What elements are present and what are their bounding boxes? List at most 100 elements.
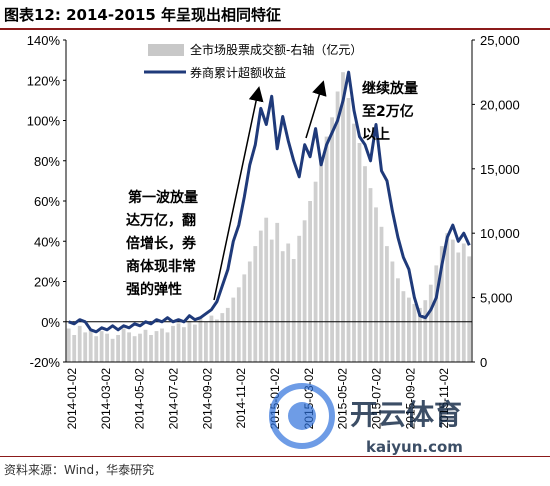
volume-bar: [77, 325, 82, 362]
annotation-1-line-1: 第一波放量: [128, 189, 198, 206]
x-tick-label: 2014-05-02: [133, 368, 147, 430]
x-tick-label: 2015-07-02: [370, 368, 384, 430]
legend-label-volume: 全市场股票成交额-右轴（亿元）: [190, 42, 362, 57]
annotation-1-line-3: 倍增长，券: [126, 235, 197, 252]
right-tick-label: 20,000: [480, 97, 520, 112]
volume-bar: [275, 222, 280, 362]
volume-bar: [308, 201, 312, 362]
left-tick-label: 60%: [34, 194, 60, 209]
volume-bar: [66, 328, 71, 362]
volume-bar: [242, 274, 247, 362]
annotation-1-line-4: 商体现非常: [126, 258, 196, 275]
volume-bar: [220, 313, 225, 362]
volume-bar: [253, 246, 258, 362]
volume-bar: [94, 336, 99, 362]
footer-rule: [0, 456, 550, 457]
volume-bar: [319, 158, 323, 362]
watermark-logo: 开云体育 kaiyun.com: [269, 383, 463, 456]
arrow-second-wave: [305, 80, 327, 139]
right-axis-ticks: 25,000 20,000 15,000 10,000 5,000 0: [472, 33, 520, 370]
right-tick-label: 5,000: [480, 291, 513, 306]
right-tick-label: 15,000: [480, 162, 520, 177]
volume-bar: [291, 259, 296, 362]
left-tick-label: 0%: [41, 315, 60, 330]
volume-bar: [215, 319, 219, 362]
volume-bar: [160, 328, 164, 362]
volume-bar: [434, 265, 439, 362]
annotation-second-wave: 继续放量 至2万亿 以上: [362, 80, 423, 143]
volume-bar: [412, 304, 417, 362]
right-tick-label: 25,000: [480, 33, 520, 48]
chart-title: 图表12: 2014-2015 年呈现出相同特征: [4, 6, 282, 24]
x-tick-label: 2015-05-02: [336, 368, 350, 430]
left-axis-ticks: 140% 120% 100% 80% 60% 40% 20% 0% -20%: [27, 33, 66, 370]
volume-bar: [335, 91, 340, 362]
volume-bar: [407, 297, 411, 362]
x-tick-label: 2014-09-02: [200, 368, 214, 430]
volume-bar: [198, 318, 203, 362]
volume-bar: [72, 335, 77, 362]
volume-bar: [110, 338, 115, 362]
x-tick-label: 2015-09-02: [403, 368, 417, 430]
volume-bar: [423, 300, 428, 362]
volume-bar: [302, 220, 307, 362]
volume-bar: [324, 136, 329, 362]
excess-return-line: [68, 70, 471, 334]
annotation-2-line-3: 以上: [362, 127, 390, 143]
x-tick-label: 2014-03-02: [99, 368, 113, 430]
watermark-en: kaiyun.com: [366, 438, 463, 456]
annotation-2-line-2: 至2万亿: [362, 103, 414, 120]
volume-bar: [116, 335, 120, 362]
right-tick-label: 10,000: [480, 226, 520, 241]
volume-bar: [225, 307, 230, 362]
title-rule: [0, 28, 550, 30]
left-tick-label: 40%: [34, 234, 60, 249]
volume-bar: [143, 329, 148, 362]
volume-bars: [66, 72, 472, 362]
volume-bar: [461, 243, 466, 362]
left-tick-label: -20%: [30, 355, 61, 370]
right-tick-label: 0: [480, 355, 487, 370]
volume-bar: [236, 287, 241, 362]
source-note: 资料来源：Wind，华泰研究: [4, 463, 155, 477]
volume-bar: [149, 335, 153, 362]
volume-bar: [439, 246, 444, 362]
x-tick-label: 2014-07-02: [167, 368, 181, 430]
volume-bar: [313, 181, 318, 362]
volume-bar: [330, 117, 334, 362]
volume-bar: [390, 261, 395, 362]
volume-bar: [154, 331, 159, 362]
left-tick-label: 80%: [34, 154, 60, 169]
left-tick-label: 100%: [27, 114, 61, 129]
volume-bar: [368, 188, 373, 362]
volume-bar: [428, 284, 433, 362]
volume-bar: [363, 166, 367, 362]
volume-bar: [264, 217, 269, 362]
volume-bar: [187, 320, 192, 362]
legend-swatch-volume: [148, 44, 184, 56]
volume-bar: [445, 233, 450, 362]
volume-bar: [418, 307, 422, 362]
volume-bar: [193, 324, 197, 362]
watermark-cn: 开云体育: [350, 398, 462, 431]
volume-bar: [204, 322, 208, 362]
annotation-2-line-1: 继续放量: [362, 80, 418, 97]
legend-label-excess: 券商累计超额收益: [190, 65, 286, 80]
volume-bar: [138, 333, 142, 362]
volume-bar: [286, 243, 291, 362]
volume-bar: [105, 333, 109, 362]
volume-bar: [379, 226, 384, 362]
volume-bar: [280, 251, 285, 362]
volume-bar: [346, 98, 351, 362]
volume-bar: [385, 246, 389, 362]
annotation-1-line-5: 强的弹性: [126, 281, 182, 298]
x-tick-label: 2014-11-02: [234, 368, 248, 429]
volume-bar: [297, 235, 302, 362]
volume-bar: [269, 239, 274, 362]
volume-bar: [374, 207, 378, 362]
arrow-first-wave: [213, 86, 264, 301]
volume-bar: [121, 328, 126, 362]
volume-bar: [165, 332, 170, 362]
volume-bar: [182, 327, 186, 362]
volume-bar: [171, 325, 175, 362]
